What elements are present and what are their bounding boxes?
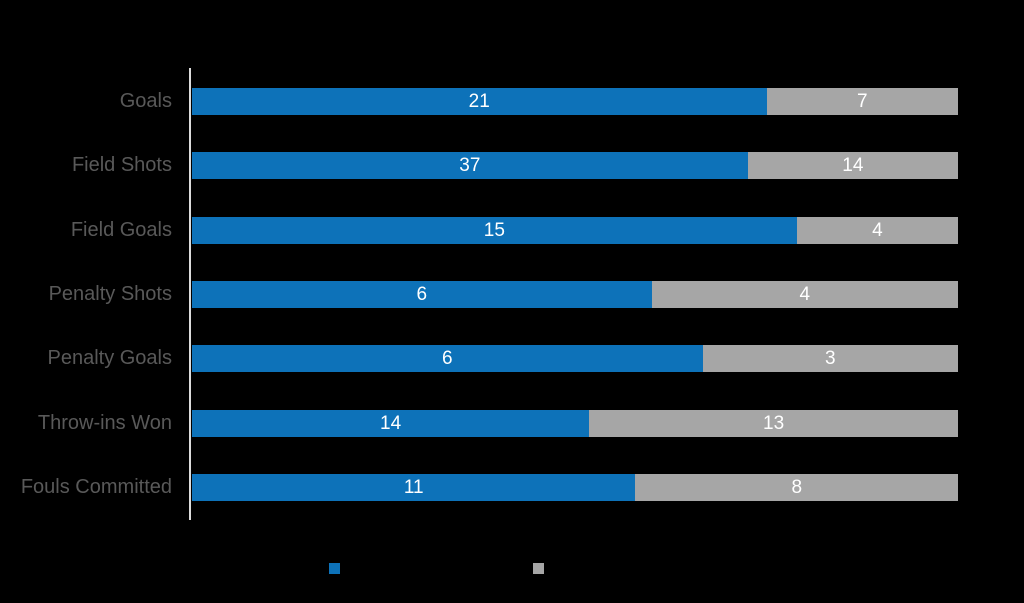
value-label-series-1: 37 (459, 155, 481, 176)
value-label-series-2: 13 (763, 413, 785, 434)
bar-segment-series-1: 15 (192, 217, 797, 244)
value-label-series-2: 4 (799, 284, 811, 305)
legend-swatch-series-2 (533, 563, 544, 574)
bar-segment-series-1: 14 (192, 410, 590, 437)
bar-segment-series-2: 4 (651, 281, 958, 308)
legend (0, 563, 1024, 575)
bar-row: Penalty Shots 6 4 (0, 281, 1024, 308)
value-label-series-2: 14 (842, 155, 864, 176)
bar-segment-series-1: 11 (192, 474, 636, 501)
stacked-bar: 21 7 (192, 88, 958, 115)
y-axis-line (189, 68, 191, 520)
category-label: Fouls Committed (20, 476, 172, 498)
stacked-bar: 14 13 (192, 410, 958, 437)
bar-row: Penalty Goals 6 3 (0, 345, 1024, 372)
bar-row: Field Shots 37 14 (0, 152, 1024, 179)
category-label: Penalty Goals (47, 347, 172, 369)
category-label: Field Shots (71, 154, 172, 176)
value-label-series-2: 7 (856, 91, 868, 112)
bar-row: Throw-ins Won 14 13 (0, 410, 1024, 437)
bar-segment-series-2: 7 (766, 88, 958, 115)
value-label-series-2: 4 (872, 220, 883, 241)
category-label: Throw-ins Won (37, 412, 172, 434)
bar-segment-series-1: 21 (192, 88, 767, 115)
value-label-series-1: 11 (403, 477, 424, 498)
bar-segment-series-2: 8 (635, 474, 958, 501)
legend-swatch-series-1 (329, 563, 340, 574)
bar-row: Fouls Committed 11 8 (0, 474, 1024, 501)
value-label-series-2: 3 (825, 348, 836, 369)
stacked-bar: 11 8 (192, 474, 958, 501)
category-label: Goals (119, 90, 172, 112)
stacked-bar: 15 4 (192, 217, 958, 244)
bar-row: Field Goals 15 4 (0, 217, 1024, 244)
bar-segment-series-2: 3 (702, 345, 958, 372)
stacked-bar: 6 3 (192, 345, 958, 372)
value-label-series-1: 15 (483, 220, 505, 241)
value-label-series-2: 8 (791, 477, 803, 498)
bar-segment-series-1: 37 (192, 152, 748, 179)
bar-segment-series-2: 13 (589, 410, 958, 437)
category-label: Field Goals (70, 219, 172, 241)
category-label: Penalty Shots (48, 283, 172, 305)
bar-segment-series-2: 14 (747, 152, 958, 179)
value-label-series-1: 14 (380, 413, 402, 434)
bar-segment-series-2: 4 (796, 217, 958, 244)
bar-segment-series-1: 6 (192, 281, 652, 308)
value-label-series-1: 6 (442, 348, 453, 369)
value-label-series-1: 21 (468, 91, 490, 112)
bar-segment-series-1: 6 (192, 345, 703, 372)
stacked-bar: 6 4 (192, 281, 958, 308)
stacked-bar: 37 14 (192, 152, 958, 179)
bar-row: Goals 21 7 (0, 88, 1024, 115)
value-label-series-1: 6 (416, 284, 428, 305)
